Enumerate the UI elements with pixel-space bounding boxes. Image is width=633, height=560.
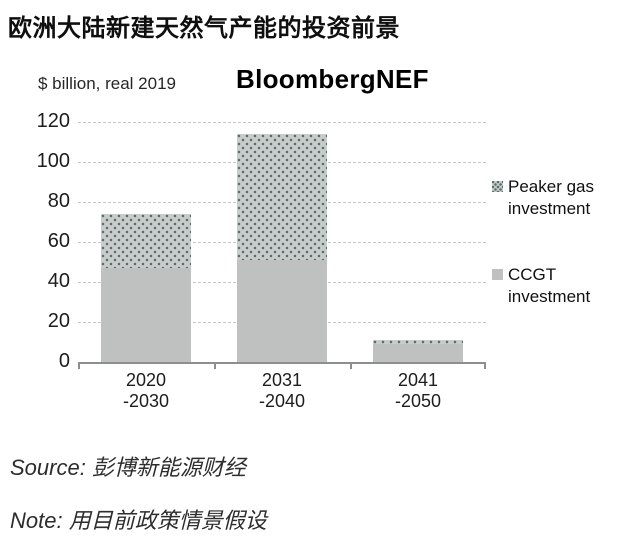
ccgt-swatch-icon [492, 269, 503, 280]
source-text: Source: 彭博新能源财经 [10, 455, 246, 480]
bar-segment-2041-peaker [373, 340, 463, 344]
x-axis-label-2020: 2020 -2030 [122, 370, 170, 411]
y-axis-label-60: 60 [47, 230, 70, 252]
x-axis-label-2031: 2031 -2040 [258, 370, 306, 411]
page-title: 欧洲大陆新建天然气产能的投资前景 [8, 15, 400, 42]
y-axis-label-100: 100 [36, 150, 70, 172]
y-axis-label-120: 120 [36, 110, 70, 132]
bloombergnef-watermark: BloombergNEF [236, 64, 429, 94]
y-axis-label-80: 80 [47, 190, 70, 212]
y-axis-label-20: 20 [47, 310, 70, 332]
gridline-120 [78, 122, 486, 123]
x-axis-tick [214, 363, 216, 369]
bar-segment-2020-ccgt [101, 268, 191, 362]
x-axis-tick [484, 363, 486, 369]
x-axis-tick [78, 363, 80, 369]
peaker-pattern-swatch-icon [492, 181, 503, 192]
plot-area: 0 20 40 60 80 100 120 2020 -2030 2031 -2040 2041 … [37, 110, 486, 411]
x-axis-label-2041: 2041 -2050 [394, 370, 442, 411]
bar-segment-2020-peaker [101, 214, 191, 268]
y-axis-label-40: 40 [47, 270, 70, 292]
legend-label-ccgt: CCGT investment [508, 265, 591, 306]
bar-segment-2031-peaker [237, 134, 327, 260]
legend-item-peaker: Peaker gas investment [492, 176, 620, 220]
y-axis-label-0: 0 [58, 350, 70, 372]
bar-segment-2031-ccgt [237, 260, 327, 362]
bar-segment-2041-ccgt [373, 344, 463, 362]
legend-label-peaker: Peaker gas investment [508, 177, 594, 218]
note-text: Note: 用目前政策情景假设 [10, 508, 267, 533]
axis-unit-label: $ billion, real 2019 [38, 74, 176, 93]
legend-item-ccgt: CCGT investment [492, 264, 620, 308]
x-axis-tick [350, 363, 352, 369]
x-axis-line [78, 362, 486, 364]
